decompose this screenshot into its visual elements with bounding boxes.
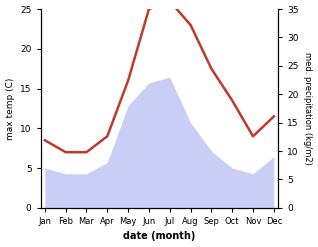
X-axis label: date (month): date (month): [123, 231, 196, 242]
Y-axis label: med. precipitation (kg/m2): med. precipitation (kg/m2): [303, 52, 313, 165]
Y-axis label: max temp (C): max temp (C): [5, 77, 15, 140]
